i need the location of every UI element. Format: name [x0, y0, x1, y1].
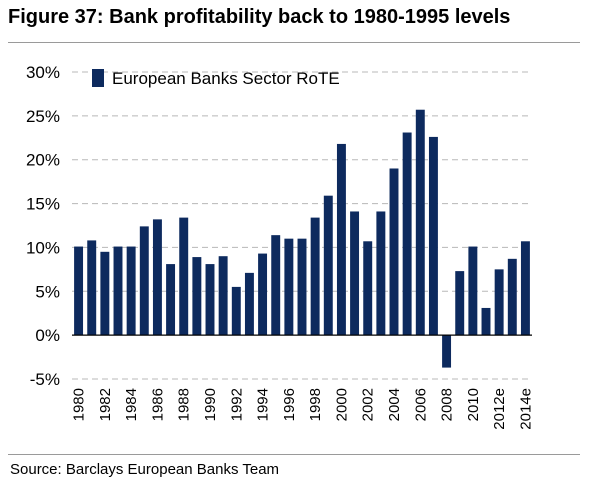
- x-tick-label: 2014e: [517, 388, 534, 430]
- bar: [323, 195, 333, 336]
- bar: [415, 109, 425, 336]
- x-axis-labels: 1980 1982 1984 1986 1988 1990 1992 1994 1996 1998…: [71, 388, 535, 430]
- x-tick-label: 1980: [71, 388, 88, 421]
- source-divider: [8, 454, 580, 455]
- y-axis-labels: 30% 25% 20% 15% 10% 5% 0% -5%: [26, 63, 60, 389]
- bar: [297, 238, 307, 336]
- bar: [363, 241, 373, 336]
- bar: [455, 271, 465, 336]
- x-tick-label: 2012e: [491, 388, 508, 430]
- bar: [284, 238, 294, 336]
- bar: [481, 307, 491, 336]
- bar-series: [72, 109, 532, 368]
- bar: [87, 240, 97, 336]
- bar-chart: 30%25%20%15%10%5%0%-5% 1980 1982 1984 1986 1…: [26, 63, 535, 430]
- figure-title: Figure 37: Bank profitability back to 19…: [8, 6, 511, 28]
- legend-swatch: [92, 69, 104, 87]
- x-tick-label: 2004: [386, 388, 403, 421]
- bar: [376, 211, 386, 336]
- x-tick-label: 2008: [439, 388, 456, 421]
- y-tick-label: 5%: [35, 282, 60, 301]
- bar: [100, 251, 110, 336]
- bar: [258, 253, 268, 336]
- bar: [428, 136, 438, 336]
- bar: [231, 286, 241, 336]
- bar: [192, 257, 202, 336]
- x-tick-label: 1986: [149, 388, 166, 421]
- x-tick-label: 1990: [202, 388, 219, 421]
- y-tick-label: 25%: [26, 107, 60, 126]
- bar: [126, 246, 136, 336]
- x-tick-label: 2010: [465, 388, 482, 421]
- bar: [271, 235, 281, 336]
- bar: [494, 269, 504, 336]
- legend-label: European Banks Sector RoTE: [112, 69, 340, 88]
- bar: [310, 217, 320, 336]
- bar: [520, 241, 530, 336]
- bar: [74, 246, 84, 336]
- x-tick-label: 1982: [97, 388, 114, 421]
- bar: [336, 143, 346, 336]
- source-note: Source: Barclays European Banks Team: [10, 461, 280, 478]
- bar: [507, 258, 517, 336]
- bar: [350, 211, 360, 336]
- bar: [205, 264, 215, 336]
- legend: European Banks Sector RoTE: [92, 69, 340, 88]
- bar: [152, 219, 162, 336]
- x-tick-label: 1988: [176, 388, 193, 421]
- x-tick-label: 1992: [228, 388, 245, 421]
- bar: [468, 246, 478, 336]
- x-tick-label: 2002: [360, 388, 377, 421]
- bar: [218, 256, 228, 336]
- y-tick-label: -5%: [30, 370, 60, 389]
- x-tick-label: 1984: [123, 388, 140, 421]
- x-tick-label: 1996: [281, 388, 298, 421]
- bar: [389, 168, 399, 336]
- y-tick-label: 30%: [26, 63, 60, 82]
- bar: [139, 226, 149, 336]
- bar: [244, 272, 254, 336]
- y-tick-label: 15%: [26, 195, 60, 214]
- x-tick-label: 1994: [255, 388, 272, 421]
- x-tick-label: 2000: [333, 388, 350, 421]
- bar: [113, 246, 123, 336]
- title-divider: [8, 42, 580, 43]
- bar: [166, 264, 176, 336]
- x-tick-label: 1998: [307, 388, 324, 421]
- y-tick-label: 10%: [26, 238, 60, 257]
- bar: [402, 132, 412, 336]
- bar: [442, 335, 452, 368]
- y-tick-label: 20%: [26, 151, 60, 170]
- x-tick-label: 2006: [412, 388, 429, 421]
- y-tick-label: 0%: [35, 326, 60, 345]
- bar: [179, 217, 189, 336]
